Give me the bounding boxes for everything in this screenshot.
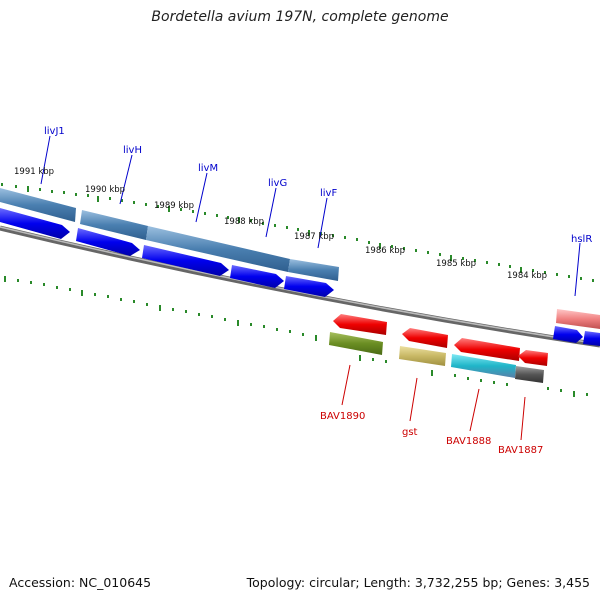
gene-label[interactable]: livJ1 bbox=[44, 126, 65, 137]
forward-callouts bbox=[40, 135, 581, 297]
tick-label: 1989 kbp bbox=[154, 201, 194, 211]
tick-label: 1987 kbp bbox=[294, 232, 334, 242]
genome-backbone-highlight bbox=[0, 226, 600, 345]
forward-tick-track bbox=[1, 183, 594, 282]
forward-gene-arrow[interactable] bbox=[76, 228, 140, 256]
accession-text: Accession: NC_010645 bbox=[9, 575, 152, 590]
forward-band-4[interactable] bbox=[288, 259, 339, 281]
gene-label[interactable]: BAV1888 bbox=[446, 436, 491, 447]
gene-label[interactable]: livF bbox=[320, 188, 337, 199]
forward-band-2[interactable] bbox=[80, 210, 148, 240]
tick-label: 1991 kbp bbox=[14, 167, 54, 177]
gene-label[interactable]: hslR bbox=[571, 234, 592, 245]
pink-feature[interactable] bbox=[556, 309, 600, 329]
reverse-gene-arrow[interactable] bbox=[333, 314, 387, 335]
gene-label[interactable]: livG bbox=[268, 178, 287, 189]
reverse-gene-arrow[interactable] bbox=[518, 350, 548, 366]
forward-gene-labels: livJ1 livH livM livG livF hslR bbox=[44, 126, 592, 245]
forward-band-track bbox=[0, 188, 339, 281]
tick-labels: 1991 kbp 1990 kbp 1989 kbp 1988 kbp 1987… bbox=[14, 167, 547, 281]
gray-feature[interactable] bbox=[515, 366, 544, 383]
reverse-tick-track bbox=[4, 276, 588, 397]
olive-feature[interactable] bbox=[329, 332, 383, 355]
reverse-callouts bbox=[341, 364, 526, 441]
forward-gene-arrow[interactable] bbox=[553, 326, 583, 343]
genome-backbone bbox=[0, 225, 600, 348]
gene-label[interactable]: livM bbox=[198, 163, 218, 174]
forward-gene-track bbox=[0, 208, 600, 346]
gene-label[interactable]: BAV1887 bbox=[498, 445, 543, 456]
forward-gene-arrow[interactable] bbox=[142, 245, 229, 276]
forward-gene-arrow[interactable] bbox=[0, 208, 70, 239]
forward-gene-arrow[interactable] bbox=[230, 265, 284, 288]
reverse-gene-labels: BAV1890 gst BAV1888 BAV1887 bbox=[320, 411, 543, 456]
khaki-feature[interactable] bbox=[399, 346, 446, 366]
forward-band-1[interactable] bbox=[0, 188, 76, 222]
tick-label: 1986 kbp bbox=[365, 246, 405, 256]
gene-label[interactable]: BAV1890 bbox=[320, 411, 365, 422]
forward-gene-arrow[interactable] bbox=[284, 276, 334, 297]
reverse-gene-track bbox=[329, 314, 548, 383]
teal-feature[interactable] bbox=[451, 354, 516, 378]
reverse-gene-arrow[interactable] bbox=[454, 338, 520, 361]
gene-label[interactable]: gst bbox=[402, 427, 418, 438]
tick-label: 1988 kbp bbox=[224, 217, 264, 227]
tick-label: 1985 kbp bbox=[436, 259, 476, 269]
tick-label: 1990 kbp bbox=[85, 185, 125, 195]
tick-label: 1984 kbp bbox=[507, 271, 547, 281]
forward-gene-arrow[interactable] bbox=[583, 331, 600, 346]
map-title: Bordetella avium 197N, complete genome bbox=[151, 9, 449, 25]
genome-summary-text: Topology: circular; Length: 3,732,255 bp… bbox=[246, 575, 590, 590]
forward-band-3[interactable] bbox=[146, 226, 290, 272]
gene-label[interactable]: livH bbox=[123, 145, 142, 156]
reverse-gene-arrow[interactable] bbox=[402, 328, 448, 348]
